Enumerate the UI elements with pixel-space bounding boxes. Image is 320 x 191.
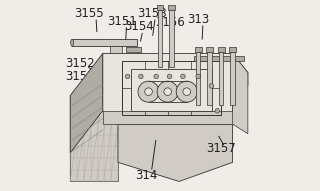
Circle shape (157, 81, 178, 102)
Bar (126, 47, 141, 52)
Text: 3154: 3154 (124, 20, 154, 33)
Circle shape (138, 81, 159, 102)
Circle shape (154, 74, 158, 79)
Polygon shape (70, 53, 103, 153)
Text: 3156: 3156 (155, 16, 184, 29)
Bar (196, 52, 201, 105)
Text: 3157: 3157 (206, 142, 236, 155)
Bar (218, 47, 225, 52)
Bar (219, 52, 223, 105)
Circle shape (215, 108, 220, 113)
Circle shape (145, 88, 152, 96)
Text: 314: 314 (135, 169, 158, 182)
Circle shape (167, 74, 172, 79)
Bar (168, 5, 175, 10)
Polygon shape (103, 111, 233, 124)
Bar (169, 10, 174, 67)
Text: 3152: 3152 (65, 57, 95, 70)
Text: 313: 313 (187, 13, 209, 26)
Polygon shape (110, 40, 122, 53)
Circle shape (125, 74, 130, 79)
Circle shape (164, 88, 172, 96)
Bar (194, 56, 244, 61)
Polygon shape (103, 53, 248, 124)
Text: 3151: 3151 (107, 15, 137, 28)
Polygon shape (118, 124, 233, 181)
Circle shape (139, 74, 143, 79)
Bar (195, 47, 202, 52)
Text: 3158: 3158 (138, 7, 167, 20)
Polygon shape (70, 96, 118, 181)
Bar (131, 69, 212, 111)
Circle shape (176, 81, 197, 102)
Circle shape (180, 74, 185, 79)
Ellipse shape (71, 39, 74, 46)
Bar (206, 47, 213, 52)
Bar (229, 47, 236, 52)
Polygon shape (72, 39, 137, 46)
Circle shape (209, 84, 214, 88)
Bar (207, 52, 212, 105)
Text: 3153: 3153 (65, 70, 95, 83)
Bar (230, 52, 235, 105)
Circle shape (196, 74, 201, 79)
Circle shape (183, 88, 190, 96)
Bar (156, 5, 164, 10)
Bar (122, 61, 221, 115)
Polygon shape (233, 53, 248, 134)
Text: 3155: 3155 (75, 7, 104, 20)
Bar (158, 10, 162, 67)
